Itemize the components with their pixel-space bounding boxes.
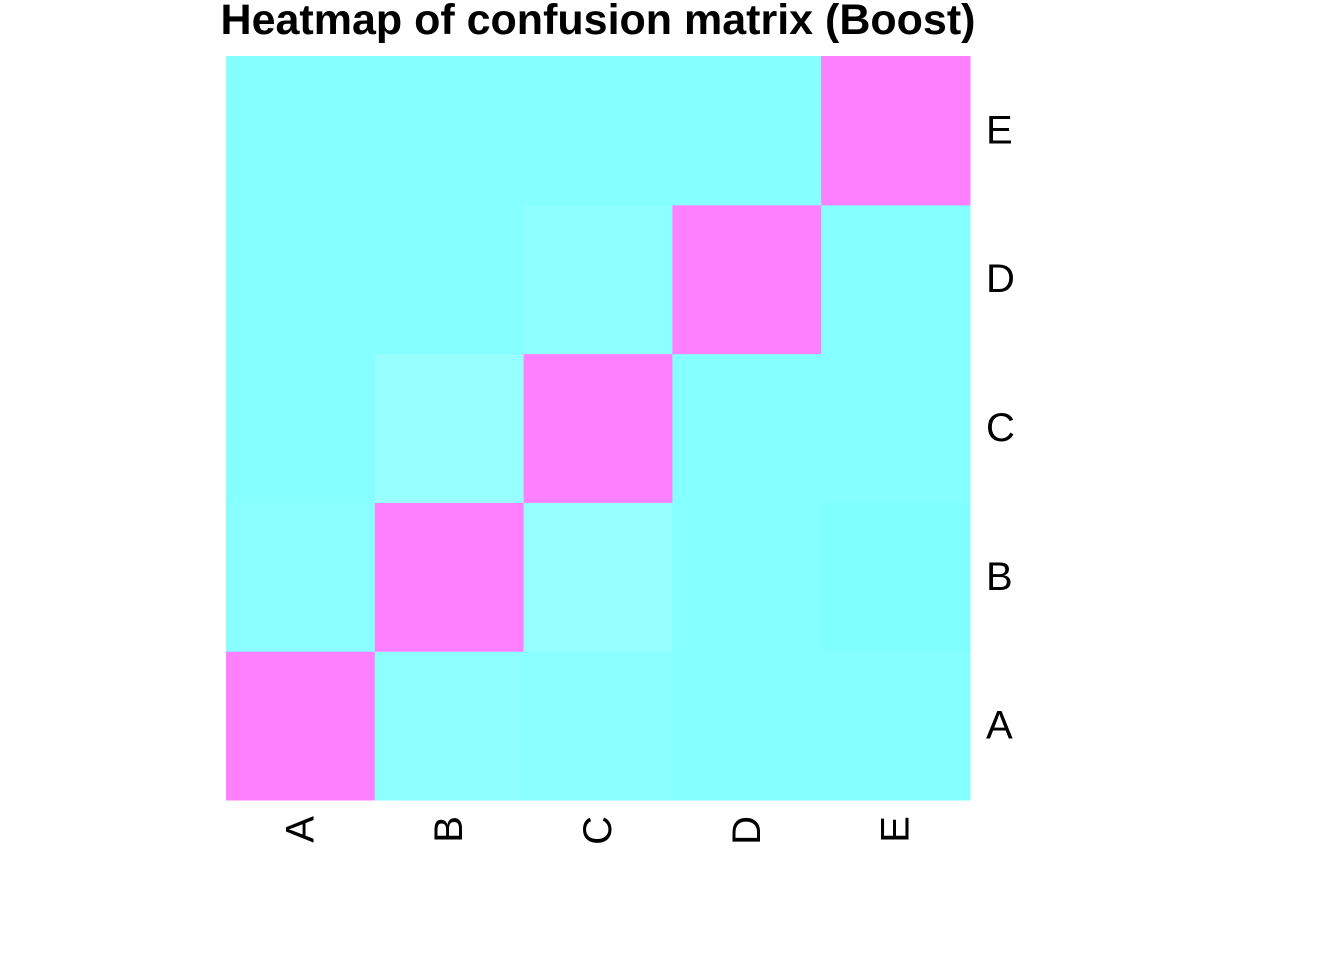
heatmap-cell-d-d xyxy=(672,204,822,355)
heatmap-cell-b-a xyxy=(374,651,525,801)
x-axis-tick-labels: A B C D E xyxy=(278,816,917,845)
y-axis-tick-labels: A B C D E xyxy=(986,108,1015,747)
heatmap-cell-a-e xyxy=(226,56,376,206)
heatmap-cell-b-e xyxy=(374,56,525,206)
heatmap-cell-c-a xyxy=(523,651,673,801)
heatmap-cell-e-c xyxy=(821,353,971,503)
heatmap-cell-e-e xyxy=(821,56,971,206)
heatmap-cell-a-a xyxy=(226,651,376,801)
x-tick-label-c: C xyxy=(576,816,620,845)
x-tick-label-b: B xyxy=(427,816,471,843)
heatmap-cell-b-b xyxy=(374,502,525,652)
y-tick-label-c: C xyxy=(986,406,1015,450)
heatmap-cell-a-b xyxy=(226,502,376,652)
heatmap-cell-e-d xyxy=(821,204,971,355)
heatmap-cell-b-c xyxy=(374,353,525,503)
y-tick-label-e: E xyxy=(986,108,1013,152)
heatmap-cell-d-e xyxy=(672,56,822,206)
heatmap-cell-c-b xyxy=(523,502,673,652)
heatmap-cell-e-b xyxy=(821,502,971,652)
heatmap-cell-d-b xyxy=(672,502,822,652)
heatmap-cell-a-c xyxy=(226,353,376,503)
y-tick-label-d: D xyxy=(986,257,1015,301)
heatmap-cell-e-a xyxy=(821,651,971,801)
heatmap-cells xyxy=(226,56,971,801)
y-tick-label-b: B xyxy=(986,555,1013,599)
heatmap-cell-b-d xyxy=(374,204,525,355)
chart-title: Heatmap of confusion matrix (Boost) xyxy=(221,0,976,44)
x-tick-label-a: A xyxy=(278,816,322,843)
heatmap-cell-a-d xyxy=(226,204,376,355)
x-tick-label-e: E xyxy=(874,816,918,843)
x-tick-label-d: D xyxy=(725,816,769,845)
heatmap-cell-d-a xyxy=(672,651,822,801)
y-tick-label-a: A xyxy=(986,704,1013,748)
heatmap-cell-c-e xyxy=(523,56,673,206)
heatmap-cell-c-d xyxy=(523,204,673,355)
heatmap-cell-d-c xyxy=(672,353,822,503)
heatmap-cell-c-c xyxy=(523,353,673,503)
